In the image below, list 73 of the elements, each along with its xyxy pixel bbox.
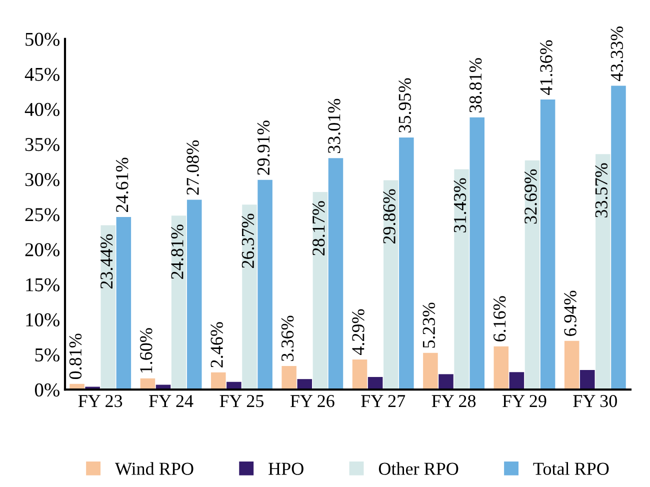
data-label: 23.44% [100,234,113,289]
y-tick-label: 45% [24,68,60,82]
x-tick-label: FY 24 [149,395,194,407]
bar [100,225,116,390]
bar [116,217,132,390]
data-label: 5.23% [422,302,436,348]
data-label: 27.08% [186,140,199,195]
legend-label: Wind RPO [114,462,194,475]
bar [282,366,296,390]
data-label: 33.01% [328,98,340,154]
bar [383,180,398,390]
bar [494,346,509,390]
bar [312,192,328,390]
y-tick-label: 20% [25,243,60,256]
bar [580,370,595,390]
bar [399,137,414,390]
x-tick-label: FY 29 [502,395,546,408]
data-label: 0.81% [69,334,82,380]
data-label: 35.95% [398,78,412,132]
data-label: 29.91% [257,120,270,175]
y-tick-label: 25% [25,208,60,222]
y-tick-label: 10% [26,313,60,326]
y-tick-label: 50% [26,32,60,46]
bar [352,360,368,390]
data-label: 38.81% [469,58,482,112]
bar [470,117,484,390]
y-tick-label: 5% [35,348,60,362]
data-label: 26.37% [242,214,254,268]
data-label: 41.36% [540,40,552,95]
y-tick-label: 30% [25,173,60,186]
data-label: 1.60% [140,328,152,373]
data-label: 43.33% [610,26,624,82]
data-label: 33.57% [595,163,608,218]
x-tick-label: FY 23 [78,395,122,408]
bar [509,372,524,390]
y-tick-label: 40% [24,102,60,116]
bar [186,200,202,390]
data-label: 28.17% [312,201,325,256]
data-label: 6.16% [493,296,506,342]
bar [328,158,344,390]
x-tick-label: FY 25 [220,395,264,408]
bar [454,169,469,390]
bar [242,204,257,390]
bar [596,154,610,390]
x-tick-label: FY 28 [432,394,476,408]
bar [438,374,454,390]
y-tick-label: 15% [26,278,60,292]
legend-label: Other RPO [378,462,458,475]
bar [540,100,556,390]
y-tick-label: 0% [34,383,60,397]
x-tick-label: FY 27 [361,395,406,407]
bar [171,216,186,390]
data-label: 24.61% [116,158,128,212]
x-tick-label: FY 30 [573,394,617,408]
bar [211,372,226,390]
bar [611,86,626,390]
data-label: 2.46% [210,322,223,368]
bar [297,379,312,390]
data-label: 4.29% [352,309,364,355]
legend-label: HPO [268,462,304,475]
data-label: 6.94% [564,290,576,336]
legend-label: Total RPO [533,462,609,475]
bar [564,340,580,390]
data-label: 31.43% [454,178,466,232]
data-label: 29.86% [383,189,396,244]
y-tick-label: 35% [25,138,60,152]
data-label: 24.81% [171,224,184,279]
bar [423,352,438,390]
bar [524,160,540,390]
x-tick-label: FY 26 [290,395,334,408]
bar [258,180,272,390]
data-label: 32.69% [524,169,537,224]
data-label: 3.36% [281,316,294,361]
